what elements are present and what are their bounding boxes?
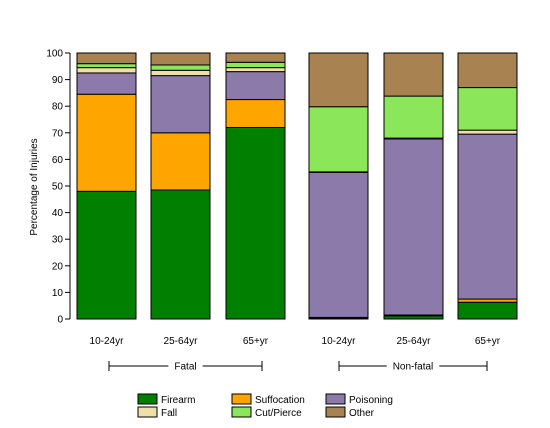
legend-swatch xyxy=(137,406,158,418)
bar-segment-firearm xyxy=(457,301,518,320)
bar-segment-other xyxy=(383,52,444,97)
y-tick-label: 50 xyxy=(52,182,64,193)
legend-item: Other xyxy=(325,406,375,419)
bar-stack xyxy=(150,52,211,320)
bars xyxy=(76,52,518,320)
bar-segment-poisoning xyxy=(308,171,369,318)
bar-segment-suffocation xyxy=(225,99,286,128)
legend-label: Suffocation xyxy=(255,395,305,406)
bar-stack xyxy=(383,52,444,320)
bar-segment-fall xyxy=(76,67,137,74)
legend-label: Firearm xyxy=(161,395,195,406)
bar-segment-suffocation xyxy=(76,93,137,192)
y-tick-label: 20 xyxy=(52,261,64,272)
bar-stack xyxy=(308,52,369,320)
bar-segment-fall xyxy=(150,69,211,77)
bar-stack xyxy=(76,52,137,320)
bar-segment-other xyxy=(457,52,518,89)
bar-segment-poisoning xyxy=(225,71,286,101)
y-tick-label: 10 xyxy=(52,288,64,299)
y-axis: 0 10 20 30 40 50 60 70 80 90 100 xyxy=(46,49,71,326)
bar-segment-cut-pierce xyxy=(76,63,137,69)
group-label: Fatal xyxy=(174,362,196,373)
bar-segment-cut-pierce xyxy=(225,61,286,69)
y-tick-label: 0 xyxy=(57,315,63,326)
legend-label: Other xyxy=(349,408,375,419)
bar-segment-fall xyxy=(225,67,286,73)
legend-swatch xyxy=(325,406,346,418)
bar-segment-cut-pierce xyxy=(150,64,211,71)
bar-segment-cut-pierce xyxy=(383,95,444,139)
legend-label: Fall xyxy=(161,408,177,419)
bar-segment-poisoning xyxy=(76,72,137,95)
bar-segment-other xyxy=(76,52,137,65)
y-tick-label: 30 xyxy=(52,235,64,246)
category-label: 25-64yr xyxy=(397,336,432,347)
legend-item: Cut/Pierce xyxy=(231,406,302,419)
category-labels: 10-24yr 25-64yr 65+yr 10-24yr 25-64yr 65+yr xyxy=(90,336,501,347)
bar-segment-suffocation xyxy=(150,132,211,191)
category-label: 10-24yr xyxy=(90,336,125,347)
bar-segment-poisoning xyxy=(150,75,211,134)
legend-item: Poisoning xyxy=(325,393,393,406)
legend-swatch xyxy=(325,393,346,405)
y-tick-label: 70 xyxy=(52,128,64,139)
bar-segment-other xyxy=(308,52,369,108)
y-axis-title: Percentage of Injuries xyxy=(29,138,40,235)
bar-segment-firearm xyxy=(225,126,286,320)
legend-item: Suffocation xyxy=(231,393,305,406)
bar-segment-fall xyxy=(457,129,518,135)
bar-segment-firearm xyxy=(76,190,137,320)
group-labels: Fatal Non-fatal xyxy=(108,361,488,373)
bar-segment-other xyxy=(150,52,211,66)
bar-segment-cut-pierce xyxy=(308,106,369,173)
bar-segment-firearm xyxy=(150,189,211,320)
bar-segment-other xyxy=(225,52,286,63)
bar-segment-cut-pierce xyxy=(457,87,518,131)
bar-segment-poisoning xyxy=(457,133,518,300)
category-label: 65+yr xyxy=(475,336,501,347)
legend-swatch xyxy=(137,393,158,405)
legend-swatch xyxy=(231,406,252,418)
bar-stack xyxy=(457,52,518,320)
bar-segment-poisoning xyxy=(383,138,444,316)
category-label: 10-24yr xyxy=(322,336,357,347)
group-label: Non-fatal xyxy=(393,362,434,373)
bar-stack xyxy=(225,52,286,320)
y-tick-label: 80 xyxy=(52,102,64,113)
category-label: 65+yr xyxy=(243,336,269,347)
legend: Firearm Suffocation Poisoning Fall Cut/Pierc… xyxy=(137,393,393,419)
legend-item: Firearm xyxy=(137,393,195,406)
legend-item: Fall xyxy=(137,406,177,419)
y-tick-label: 40 xyxy=(52,208,64,219)
legend-swatch xyxy=(231,393,252,405)
legend-label: Cut/Pierce xyxy=(255,408,302,419)
legend-label: Poisoning xyxy=(349,395,393,406)
y-tick-label: 60 xyxy=(52,155,64,166)
category-label: 25-64yr xyxy=(164,336,199,347)
y-tick-label: 90 xyxy=(52,75,64,86)
y-tick-label: 100 xyxy=(46,49,63,60)
